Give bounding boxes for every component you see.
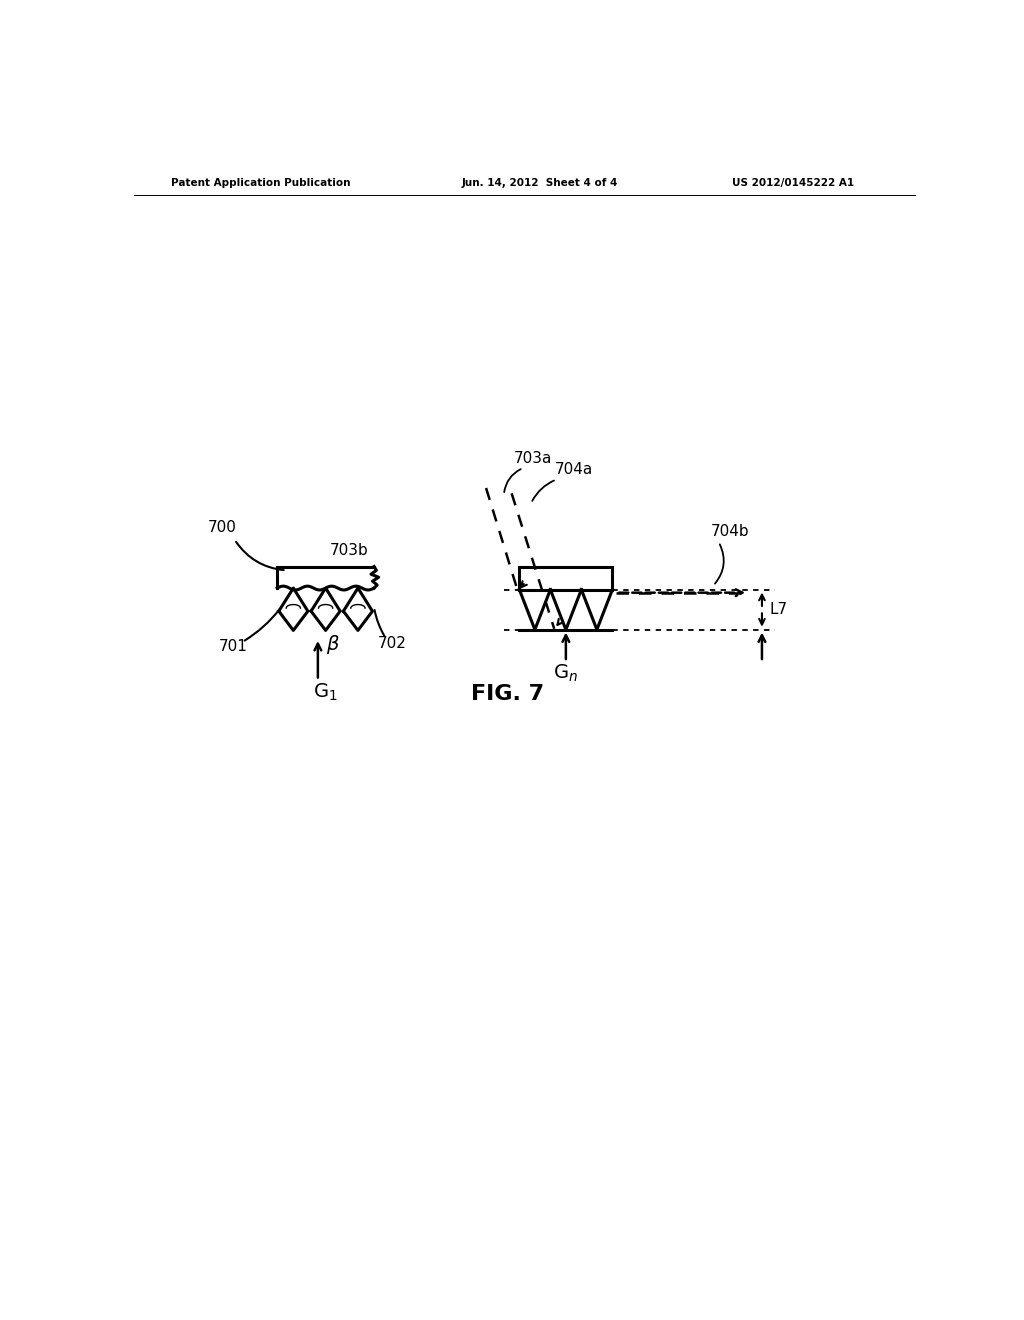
Text: 704b: 704b [711, 524, 750, 539]
Text: Jun. 14, 2012  Sheet 4 of 4: Jun. 14, 2012 Sheet 4 of 4 [461, 178, 617, 187]
Text: G$_n$: G$_n$ [553, 663, 579, 684]
Text: 702: 702 [378, 636, 407, 651]
Text: G$_1$: G$_1$ [313, 681, 338, 702]
Text: US 2012/0145222 A1: US 2012/0145222 A1 [732, 178, 855, 187]
Text: 704a: 704a [554, 462, 593, 477]
Text: 701: 701 [219, 639, 248, 655]
Text: FIG. 7: FIG. 7 [471, 684, 545, 704]
Text: L7: L7 [770, 602, 787, 618]
Text: $\beta$: $\beta$ [326, 632, 340, 656]
Text: 700: 700 [208, 520, 237, 535]
Text: Patent Application Publication: Patent Application Publication [171, 178, 350, 187]
Text: 703a: 703a [513, 450, 552, 466]
Text: 703b: 703b [330, 543, 369, 558]
